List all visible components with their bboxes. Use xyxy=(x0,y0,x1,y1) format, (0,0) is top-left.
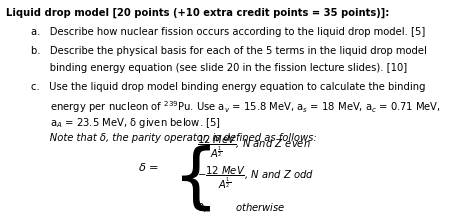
Text: energy per nucleon of $^{239}$Pu. Use a$_v$ = 15.8 MeV, a$_s$ = 18 MeV, a$_c$ = : energy per nucleon of $^{239}$Pu. Use a$… xyxy=(31,99,441,115)
Text: binding energy equation (see slide 20 in the fission lecture slides). [10]: binding energy equation (see slide 20 in… xyxy=(31,63,407,73)
Text: {: { xyxy=(173,145,219,214)
Text: $-\dfrac{12\ MeV}{A^{\frac{1}{2}}}$, $N$ and $Z$ odd: $-\dfrac{12\ MeV}{A^{\frac{1}{2}}}$, $N$… xyxy=(197,164,314,191)
Text: $\delta$ =: $\delta$ = xyxy=(138,161,159,173)
Text: b.   Describe the physical basis for each of the 5 terms in the liquid drop mode: b. Describe the physical basis for each … xyxy=(31,46,427,56)
Text: $\dfrac{12\ MeV}{A^{\frac{1}{2}}}$, $N$ and $Z$ even: $\dfrac{12\ MeV}{A^{\frac{1}{2}}}$, $N$ … xyxy=(197,133,310,160)
Text: Note that δ, the parity operator, is defined as follows:: Note that δ, the parity operator, is def… xyxy=(31,133,317,143)
Text: c.   Use the liquid drop model binding energy equation to calculate the binding: c. Use the liquid drop model binding ene… xyxy=(31,82,425,92)
Text: Liquid drop model [20 points (+10 extra credit points = 35 points)]:: Liquid drop model [20 points (+10 extra … xyxy=(6,8,389,18)
Text: a$_A$ = 23.5 MeV, δ given below. [5]: a$_A$ = 23.5 MeV, δ given below. [5] xyxy=(31,116,221,130)
Text: $0$,         otherwise: $0$, otherwise xyxy=(197,201,285,214)
Text: a.   Describe how nuclear fission occurs according to the liquid drop model. [5]: a. Describe how nuclear fission occurs a… xyxy=(31,27,425,37)
